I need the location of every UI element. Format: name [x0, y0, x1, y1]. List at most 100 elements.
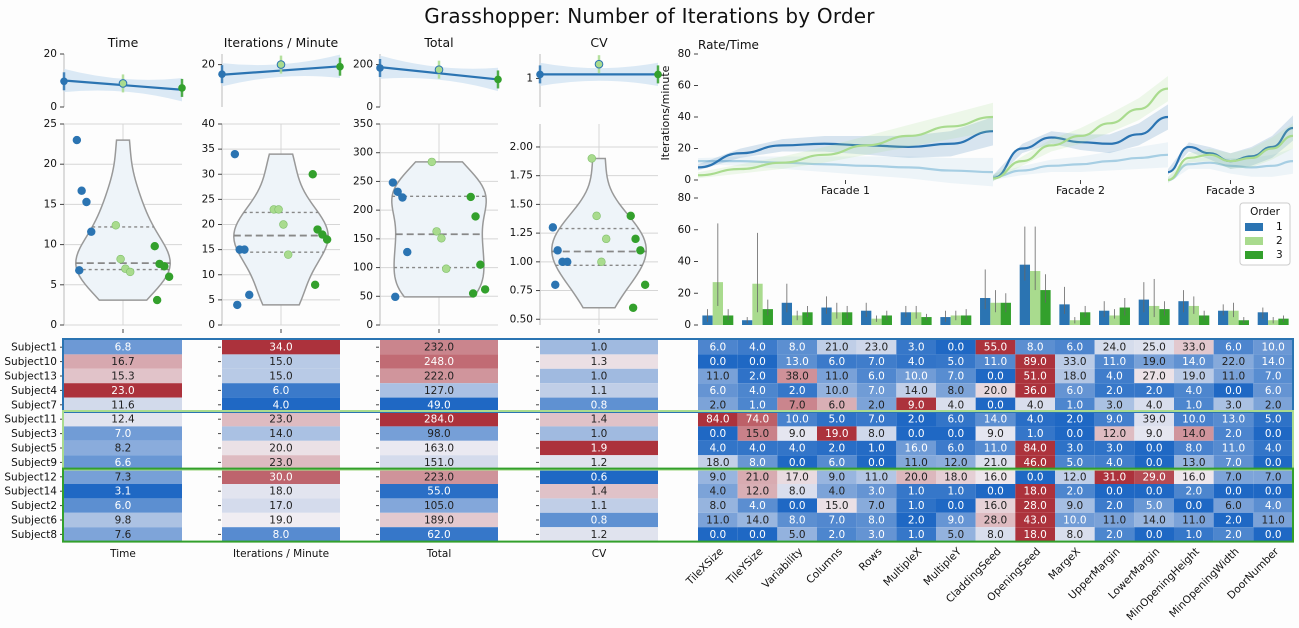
heatmap-cell: [817, 469, 857, 484]
heatmap-value: 8.0: [947, 385, 964, 397]
heatmap-cell: [975, 527, 1016, 542]
heatmap-cell: [380, 455, 498, 470]
y-tick-label: 250: [353, 175, 373, 187]
heatmap-value: 14.0: [904, 385, 927, 397]
heatmap-value: 189.0: [424, 515, 454, 527]
heatmap-cell: [1134, 368, 1174, 384]
bar-CladdingSeed-order-2: [990, 302, 1001, 325]
heatmap-cell: [222, 469, 340, 484]
heatmap-cell: [380, 412, 498, 427]
heatmap-cell: [817, 340, 857, 355]
heatmap-value: 6.0: [1225, 500, 1242, 512]
y-tick-label: 40: [678, 111, 691, 123]
heatmap-value: 1.0: [591, 428, 608, 440]
heatmap-cell: [64, 368, 182, 384]
heatmap-value: 2.0: [749, 371, 766, 383]
subject-point: [427, 157, 436, 167]
heatmap-value: 6.0: [273, 385, 290, 397]
heatmap-cell: [856, 340, 897, 355]
heatmap-cell: [1134, 498, 1174, 513]
heatmap-cell: [777, 426, 817, 441]
heatmap-value: 7.0: [868, 500, 885, 512]
heatmap-cell: [817, 368, 857, 384]
heatmap-cell: [1055, 397, 1095, 412]
heatmap-value: 12.0: [1103, 428, 1126, 440]
heatmap-cell: [540, 527, 658, 542]
heatmap-cell: [936, 455, 976, 470]
bar-OpeningSeed-order-2: [1030, 271, 1041, 325]
heatmap-cell: [1253, 397, 1293, 412]
legend-box: [1239, 202, 1291, 266]
heatmap-value: 6.0: [947, 443, 964, 455]
heatmap-value: 1.0: [1185, 529, 1202, 541]
column-label: MinOpeningWidth: [1167, 546, 1242, 621]
heatmap-cell: [540, 354, 658, 369]
series-line-order-1: [697, 130, 994, 169]
column-label: MultipleX: [881, 546, 924, 589]
series-line-order-1: [992, 115, 1169, 180]
y-tick-label: 40: [678, 256, 691, 268]
heatmap-cell: [777, 498, 817, 513]
heatmap-cell: [1134, 426, 1174, 441]
bar-MinOpeningHeight-order-1: [1178, 301, 1189, 325]
heatmap-value: 98.0: [427, 428, 450, 440]
heatmap-cell: [817, 527, 857, 542]
heatmap-cell: [777, 440, 817, 456]
heatmap-value: 0.0: [987, 399, 1004, 411]
heatmap-value: 11.0: [706, 371, 729, 383]
heatmap-value: 6.0: [709, 385, 726, 397]
heatmap-value: 11.0: [1103, 515, 1126, 527]
heatmap-cell: [1055, 440, 1095, 456]
subject-point: [230, 149, 240, 159]
heatmap-value: 13.0: [1222, 414, 1245, 426]
heatmap-cell: [1174, 368, 1214, 384]
heatmap-value: 10.0: [1182, 414, 1205, 426]
y-tick-label: 25: [202, 193, 215, 205]
heatmap-cell: [1174, 527, 1214, 542]
heatmap-value: 4.0: [908, 356, 925, 368]
heatmap-value: 15.0: [825, 500, 848, 512]
y-tick-label: 0.75: [510, 285, 533, 297]
heatmap-value: 4.0: [273, 399, 290, 411]
column-label: MargeX: [1046, 546, 1083, 583]
heatmap-cell: [64, 469, 182, 484]
subject-point: [626, 211, 635, 221]
heatmap-cell: [936, 498, 976, 513]
heatmap-value: 1.0: [591, 342, 608, 354]
heatmap-cell: [896, 368, 936, 384]
heatmap-cell: [1134, 354, 1174, 369]
heatmap-value: 0.8: [591, 399, 608, 411]
heatmap-cell: [856, 397, 897, 412]
heatmap-cell: [1253, 512, 1293, 528]
heatmap-value: 1.0: [908, 529, 925, 541]
heatmap-value: 6.0: [828, 356, 845, 368]
subject-point: [284, 250, 293, 259]
heatmap-cell: [222, 527, 340, 542]
heatmap-value: 6.0: [1066, 385, 1083, 397]
y-tick-label: 100: [353, 262, 373, 274]
heatmap-value: 12.4: [111, 414, 135, 426]
heatmap-cell: [777, 484, 817, 499]
heatmap-cell: [817, 484, 857, 499]
heatmap-cell: [737, 340, 778, 355]
violin-shape: [551, 157, 647, 309]
heatmap-cell: [540, 484, 658, 499]
subject-point: [388, 178, 398, 187]
heatmap-value: 0.0: [1265, 486, 1282, 498]
heatmap-cell: [936, 354, 976, 369]
order-group-border: [62, 467, 1294, 543]
heatmap-value: 1.2: [591, 457, 608, 469]
heatmap-cell: [896, 426, 936, 441]
heatmap-cell: [1174, 512, 1214, 528]
heatmap-cell: [1213, 340, 1254, 355]
heatmap-value: 9.0: [908, 399, 925, 411]
heatmap-value: 127.0: [424, 385, 454, 397]
heatmap-cell: [975, 498, 1016, 513]
heatmap-value: 15.0: [746, 428, 769, 440]
series-line-order-2: [697, 115, 994, 177]
heatmap-cell: [1253, 426, 1293, 441]
bar-TileYSize-order-3: [762, 309, 773, 325]
heatmap-cell: [1055, 340, 1095, 355]
heatmap-cell: [1134, 383, 1174, 398]
heatmap-cell: [1094, 455, 1135, 470]
